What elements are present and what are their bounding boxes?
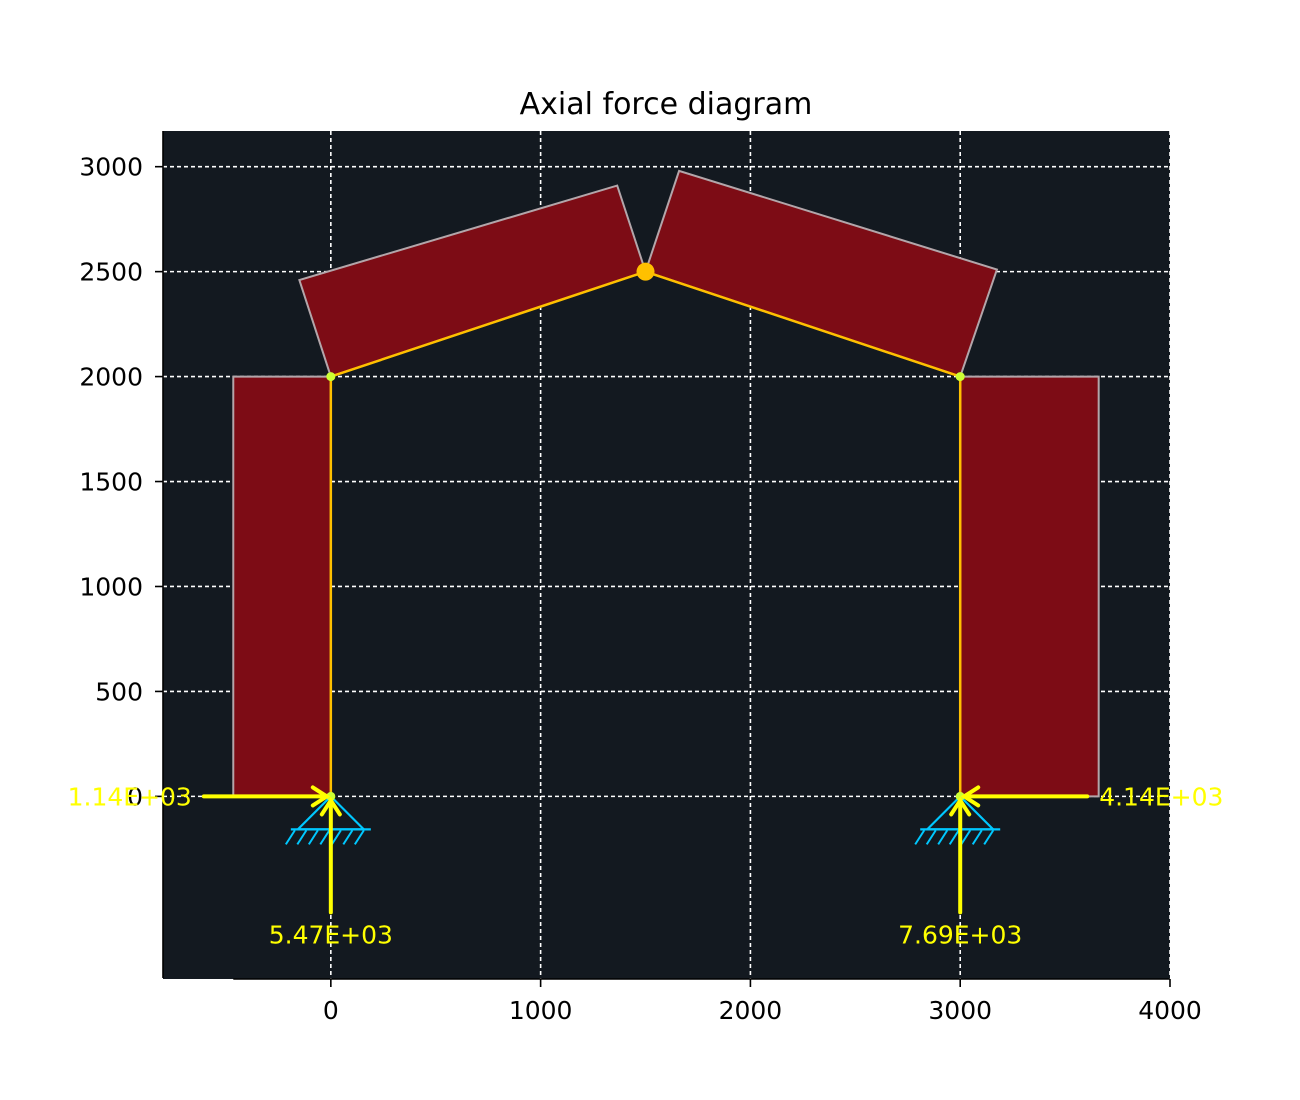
- axial-diagram-fills: [232, 169, 1100, 798]
- x-tick-label: 1000: [509, 996, 573, 1025]
- y-tick-label: 500: [95, 677, 143, 706]
- y-tick-label: 3000: [79, 153, 143, 182]
- reaction-forces: 1.14E+03 5.47E+03 4.14E+03 7.69E+03: [68, 782, 1224, 949]
- frame-members: [329, 270, 962, 797]
- reaction-label: 4.14E+03: [1099, 782, 1223, 811]
- chart-title: Axial force diagram: [520, 87, 813, 122]
- reaction-arrow-right: [201, 785, 331, 808]
- hinge-node: [636, 262, 655, 281]
- frame-node: [326, 791, 336, 801]
- reaction-label: 7.69E+03: [898, 920, 1022, 949]
- y-tick-label: 2500: [79, 258, 143, 287]
- axial-diagram-segment: [232, 375, 332, 798]
- y-tick-label: 2000: [79, 363, 143, 392]
- reaction-label: 5.47E+03: [269, 920, 393, 949]
- reaction-arrow-up: [319, 796, 342, 915]
- x-tick-label: 0: [323, 996, 339, 1025]
- reaction-label: 1.14E+03: [68, 782, 192, 811]
- frame-member: [645, 270, 961, 378]
- frame-nodes: [326, 262, 965, 801]
- y-tick-label: 1500: [79, 468, 143, 497]
- axial-diagram-segment: [959, 375, 1100, 798]
- x-tick-label: 4000: [1138, 996, 1202, 1025]
- frame-node: [955, 791, 965, 801]
- x-tick-label: 2000: [719, 996, 783, 1025]
- y-tick-label: 1000: [79, 572, 143, 601]
- frame-node: [326, 372, 336, 382]
- x-tick-label: 3000: [928, 996, 992, 1025]
- reaction-arrow-left: [960, 785, 1090, 808]
- axes: 0 1000 2000 3000 4000 0 500 1000 1500 2000 2500 300…: [79, 131, 1202, 1025]
- frame-member: [330, 270, 646, 378]
- frame-node: [955, 372, 965, 382]
- y-tick-label: 0: [127, 782, 143, 811]
- reaction-arrow-up: [949, 796, 972, 915]
